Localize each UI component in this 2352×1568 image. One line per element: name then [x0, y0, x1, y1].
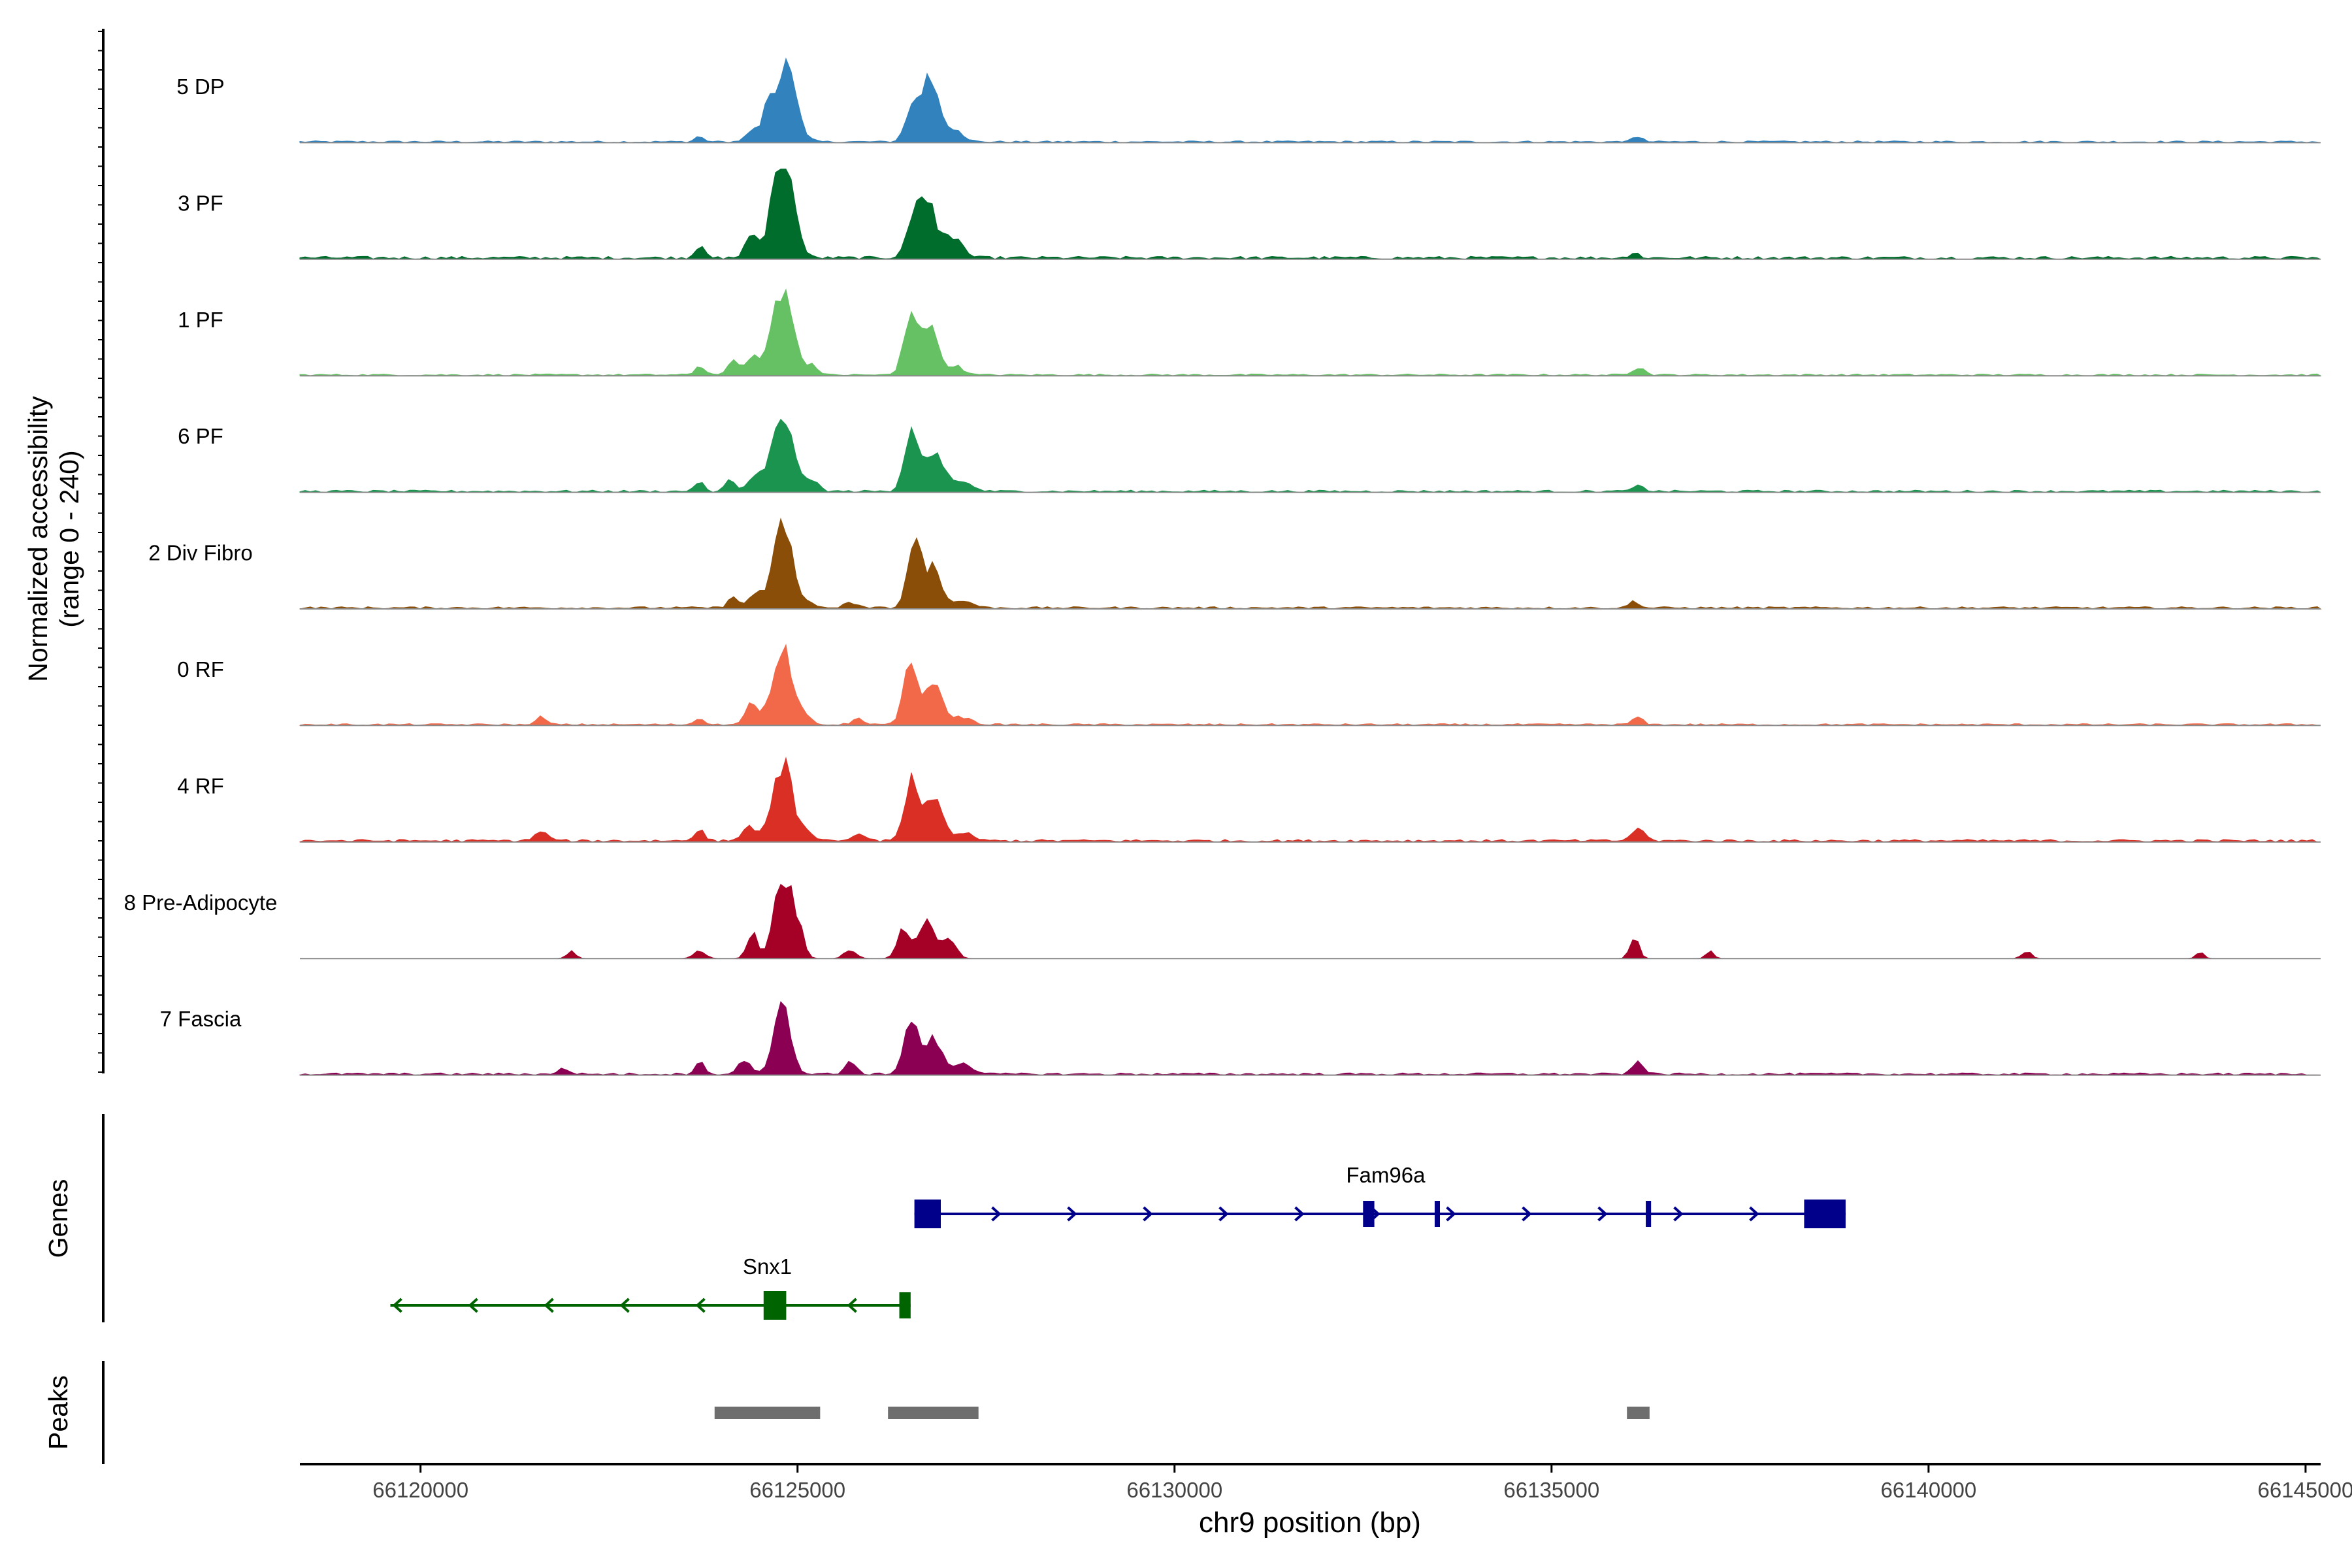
strand-arrow	[1597, 1206, 1608, 1222]
track-coverage-area	[299, 517, 2322, 610]
strand-arrow	[991, 1206, 1002, 1222]
track-label: 6 PF	[178, 424, 223, 448]
track-label: 1 PF	[178, 308, 223, 332]
track-9: 7 Fascia	[160, 1001, 2321, 1076]
gene-label: Snx1	[743, 1254, 792, 1279]
gene-exon	[1646, 1201, 1652, 1227]
gene-exon	[1363, 1201, 1375, 1227]
track-coverage-area	[300, 883, 2321, 959]
track-coverage-area	[299, 644, 2321, 726]
track-label: 0 RF	[177, 657, 224, 681]
strand-arrow	[1143, 1206, 1153, 1222]
track-coverage-area	[299, 169, 2321, 260]
track-label: 5 DP	[176, 74, 224, 99]
gene-label: Fam96a	[1346, 1163, 1426, 1187]
track-coverage-area	[299, 418, 2321, 493]
peak-region-bar	[714, 1407, 821, 1419]
y-axis-label-line2: (range 0 - 240)	[54, 450, 84, 627]
strand-arrow	[1673, 1206, 1684, 1222]
track-label: 2 Div Fibro	[148, 541, 253, 565]
track-label: 7 Fascia	[160, 1007, 242, 1031]
x-tick-label: 66125000	[749, 1478, 845, 1502]
track-2: 3 PF	[178, 169, 2321, 260]
coverage-tracks: 5 DP 3 PF 1 PF 6 PF 2 Div Fibro 0 RF 4 RF 8 Pre…	[124, 57, 2322, 1076]
track-4: 6 PF	[178, 418, 2321, 493]
strand-arrow	[1522, 1206, 1532, 1222]
strand-arrow	[392, 1298, 402, 1313]
gene-snx1: Snx1	[390, 1254, 911, 1320]
track-7: 4 RF	[177, 757, 2321, 843]
y-axis-label-line1: Normalized accessibility	[23, 396, 53, 682]
track-coverage-area	[299, 1001, 2321, 1076]
strand-arrow	[1749, 1206, 1759, 1222]
gene-exon	[1804, 1200, 1846, 1228]
track-label: 3 PF	[178, 191, 223, 215]
strand-arrow	[544, 1298, 554, 1313]
x-axis-ticks: 66120000 66125000 66130000 66135000 66140000…	[372, 1464, 2352, 1502]
coverage-y-axis	[98, 29, 105, 1073]
track-8: 8 Pre-Adipocyte	[124, 883, 2321, 960]
strand-arrow	[1218, 1206, 1229, 1222]
x-tick-label: 66130000	[1126, 1478, 1222, 1502]
strand-arrow	[695, 1298, 706, 1313]
track-coverage-area	[299, 57, 2321, 143]
strand-arrow	[619, 1298, 630, 1313]
strand-arrow	[847, 1298, 857, 1313]
gene-exon	[763, 1291, 787, 1320]
track-coverage-area	[299, 757, 2321, 843]
track-label: 4 RF	[177, 774, 224, 798]
strand-arrow	[468, 1298, 478, 1313]
x-tick-label: 66140000	[1880, 1478, 1976, 1502]
track-label: 8 Pre-Adipocyte	[124, 890, 278, 915]
peak-region-bar	[1627, 1407, 1650, 1419]
x-tick-label: 66145000	[2258, 1478, 2352, 1502]
strand-arrow	[1294, 1206, 1305, 1222]
strand-arrow	[1067, 1206, 1077, 1222]
peak-regions	[714, 1407, 1650, 1419]
x-axis-label: chr9 position (bp)	[1199, 1507, 1421, 1539]
track-coverage-area	[299, 288, 2322, 376]
x-tick-label: 66120000	[372, 1478, 468, 1502]
gene-exon	[1434, 1201, 1441, 1227]
peak-region-bar	[888, 1407, 979, 1419]
genes-panel-label: Genes	[43, 1179, 73, 1258]
gene-exon	[899, 1292, 911, 1318]
x-tick-label: 66135000	[1503, 1478, 1599, 1502]
track-5: 2 Div Fibro	[148, 517, 2322, 610]
strand-arrow	[1446, 1206, 1456, 1222]
gene-models: Fam96a Snx1	[390, 1163, 1846, 1320]
track-1: 5 DP	[176, 57, 2321, 144]
track-6: 0 RF	[177, 644, 2321, 727]
gene-exon	[914, 1200, 941, 1228]
peaks-panel-label: Peaks	[43, 1375, 73, 1450]
gene-fam96a: Fam96a	[914, 1163, 1846, 1228]
track-3: 1 PF	[178, 288, 2322, 377]
